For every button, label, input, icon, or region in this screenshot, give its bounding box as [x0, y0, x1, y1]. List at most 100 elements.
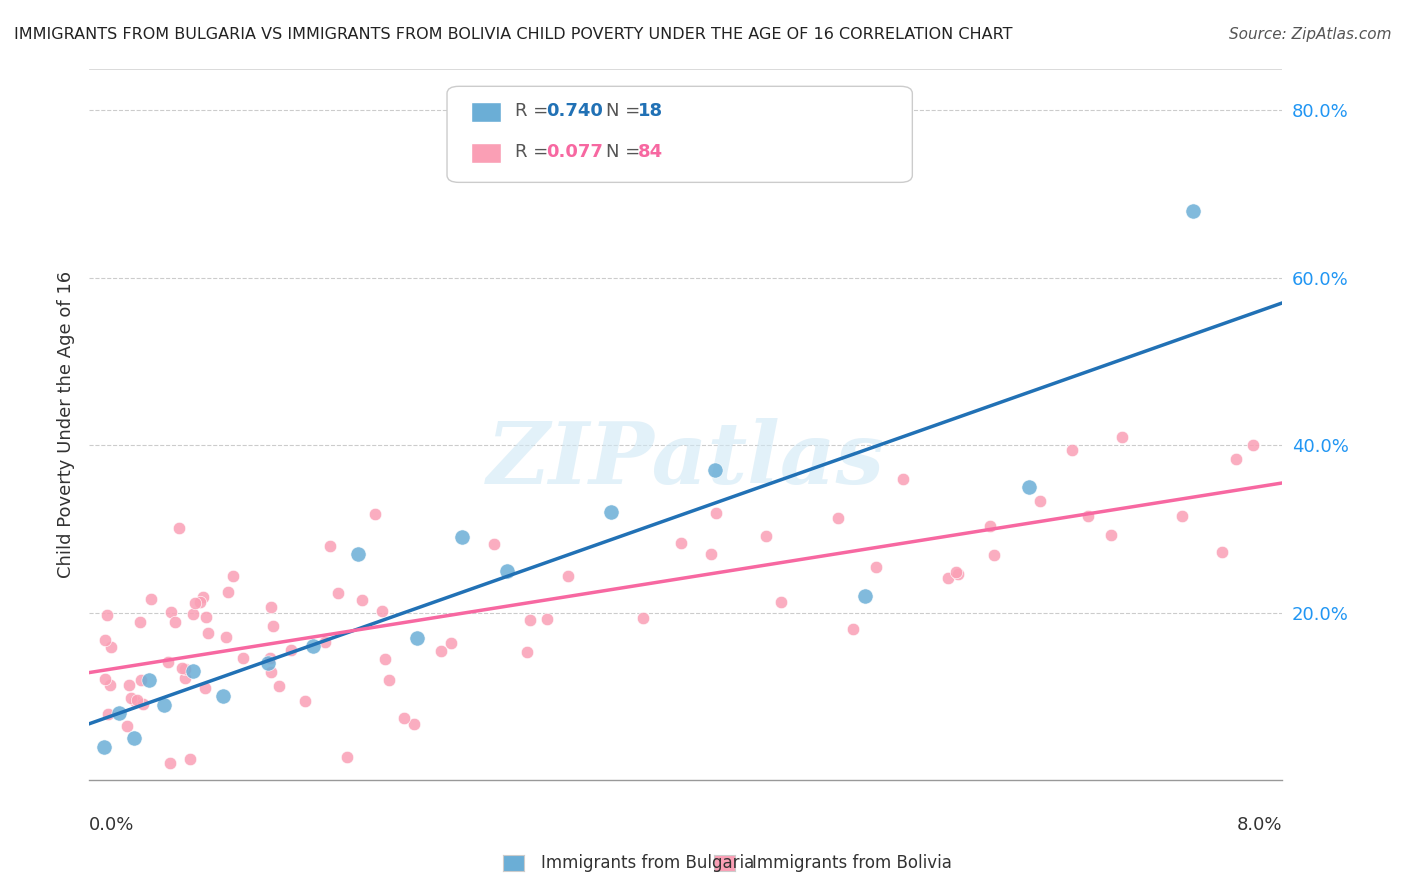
Point	[700, 547, 723, 561]
Point	[557, 569, 579, 583]
Point	[120, 691, 142, 706]
Point	[1111, 430, 1133, 444]
Point	[129, 615, 152, 629]
Point	[212, 690, 235, 704]
Point	[336, 750, 359, 764]
Text: ZIPatlas: ZIPatlas	[486, 418, 884, 501]
Text: 18: 18	[638, 103, 664, 120]
Point	[495, 564, 517, 578]
Point	[124, 694, 146, 708]
Point	[232, 650, 254, 665]
Point	[430, 644, 453, 658]
Point	[115, 719, 138, 733]
Point	[519, 614, 541, 628]
Point	[163, 615, 186, 629]
Point	[159, 756, 181, 771]
Point	[98, 678, 121, 692]
Point	[374, 651, 396, 665]
Point	[260, 665, 283, 679]
Point	[946, 566, 969, 581]
Point	[222, 568, 245, 582]
Point	[132, 697, 155, 711]
Point	[257, 656, 280, 670]
Point	[183, 607, 205, 621]
Text: 84: 84	[638, 143, 664, 161]
Point	[122, 731, 145, 746]
Point	[100, 640, 122, 655]
Point	[174, 662, 197, 676]
Y-axis label: Child Poverty Under the Age of 16: Child Poverty Under the Age of 16	[58, 271, 75, 578]
Text: 0.0%: 0.0%	[89, 815, 135, 834]
Point	[294, 694, 316, 708]
Point	[194, 610, 217, 624]
Point	[451, 530, 474, 544]
Point	[1018, 480, 1040, 494]
Point	[319, 539, 342, 553]
Point	[404, 717, 426, 731]
Point	[865, 560, 887, 574]
Point	[94, 672, 117, 686]
Point	[842, 622, 865, 636]
Point	[769, 594, 792, 608]
Point	[936, 571, 959, 585]
Point	[536, 612, 558, 626]
Point	[156, 655, 179, 669]
Point	[392, 711, 415, 725]
Point	[301, 639, 323, 653]
Point	[184, 596, 207, 610]
Text: Source: ZipAtlas.com: Source: ZipAtlas.com	[1229, 27, 1392, 42]
Text: IMMIGRANTS FROM BULGARIA VS IMMIGRANTS FROM BOLIVIA CHILD POVERTY UNDER THE AGE : IMMIGRANTS FROM BULGARIA VS IMMIGRANTS F…	[14, 27, 1012, 42]
Point	[267, 679, 290, 693]
Point	[891, 472, 914, 486]
Point	[188, 595, 211, 609]
Point	[94, 632, 117, 647]
Point	[1211, 545, 1233, 559]
FancyBboxPatch shape	[471, 102, 501, 122]
Point	[1077, 509, 1099, 524]
Text: R =: R =	[515, 143, 554, 161]
Point	[1181, 203, 1204, 218]
Point	[945, 565, 967, 579]
Point	[1029, 493, 1052, 508]
Point	[600, 505, 623, 519]
Point	[214, 631, 236, 645]
Point	[174, 671, 197, 685]
Point	[706, 506, 728, 520]
Point	[127, 693, 149, 707]
Point	[378, 673, 401, 687]
Point	[183, 665, 205, 679]
Point	[280, 643, 302, 657]
Point	[1060, 442, 1083, 457]
Point	[406, 631, 429, 645]
Text: Immigrants from Bolivia: Immigrants from Bolivia	[752, 855, 952, 872]
Point	[633, 611, 655, 625]
Point	[1099, 528, 1122, 542]
Point	[350, 593, 373, 607]
Point	[262, 618, 284, 632]
Point	[118, 678, 141, 692]
Text: 8.0%: 8.0%	[1237, 815, 1282, 834]
Point	[326, 586, 349, 600]
Point	[1241, 438, 1264, 452]
Point	[1170, 509, 1192, 524]
Point	[346, 547, 368, 561]
Point	[169, 521, 191, 535]
Text: 0.740: 0.740	[546, 103, 603, 120]
Point	[259, 650, 281, 665]
Point	[93, 739, 115, 754]
Point	[170, 660, 193, 674]
Text: N =: N =	[606, 103, 645, 120]
Point	[197, 625, 219, 640]
Point	[979, 518, 1001, 533]
Point	[484, 537, 506, 551]
Point	[704, 463, 727, 477]
Point	[108, 706, 131, 720]
Point	[194, 681, 217, 696]
Point	[141, 591, 163, 606]
Point	[516, 644, 538, 658]
Point	[755, 529, 778, 543]
Point	[131, 673, 153, 687]
Point	[671, 536, 693, 550]
Text: Immigrants from Bulgaria: Immigrants from Bulgaria	[541, 855, 755, 872]
Point	[138, 673, 160, 687]
